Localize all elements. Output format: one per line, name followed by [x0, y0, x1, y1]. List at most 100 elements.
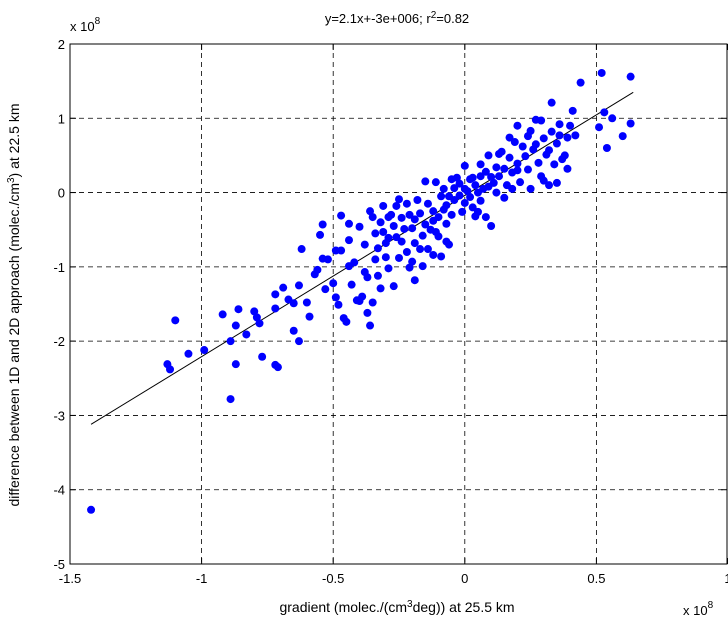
data-point	[395, 253, 403, 262]
data-point	[395, 195, 403, 204]
data-point	[389, 282, 398, 291]
data-point	[500, 193, 509, 202]
x-axis-multiplier: x 108	[683, 600, 714, 618]
data-point	[366, 207, 375, 216]
data-point	[392, 201, 401, 210]
data-point	[523, 132, 532, 141]
data-point	[563, 133, 572, 142]
data-point	[373, 244, 382, 253]
data-point	[405, 210, 414, 219]
data-point	[481, 213, 490, 222]
data-point	[547, 127, 556, 136]
data-point	[468, 173, 477, 182]
data-point	[505, 133, 514, 142]
data-point	[495, 149, 504, 158]
data-point	[545, 181, 554, 190]
data-point	[555, 131, 564, 140]
y-axis-multiplier: x 108	[70, 16, 101, 34]
data-point	[358, 292, 367, 301]
data-point	[384, 233, 393, 242]
data-point	[484, 151, 493, 160]
data-points	[87, 68, 635, 514]
data-point	[608, 114, 617, 123]
data-point	[473, 207, 482, 216]
data-point	[402, 199, 411, 208]
data-point	[371, 255, 380, 264]
x-tick-label: -1	[196, 571, 208, 586]
data-point	[571, 131, 580, 140]
grid-lines	[70, 44, 727, 564]
data-point	[360, 268, 369, 277]
data-point	[534, 158, 543, 167]
data-point	[416, 245, 425, 254]
data-point	[376, 284, 385, 293]
data-point	[423, 199, 432, 208]
plot-area-frame	[69, 43, 728, 565]
data-point	[397, 237, 406, 246]
data-point	[389, 222, 398, 230]
data-point	[513, 121, 522, 130]
data-point	[350, 258, 359, 267]
data-point	[568, 106, 577, 115]
data-point	[455, 179, 464, 188]
data-point	[508, 184, 517, 193]
chart-title: y=2.1x+-3e+006; r2=0.82	[325, 10, 469, 26]
data-point	[166, 365, 175, 374]
data-point	[271, 304, 280, 313]
data-point	[560, 151, 569, 160]
x-axis-label: gradient (molec./(cm3deg)) at 25.5 km	[279, 599, 514, 615]
data-point	[289, 299, 298, 308]
data-point	[545, 146, 554, 155]
data-point	[410, 239, 419, 248]
data-point	[539, 176, 548, 185]
data-point	[323, 255, 332, 264]
data-point	[566, 121, 575, 130]
data-point	[547, 98, 556, 107]
data-point	[513, 166, 522, 175]
data-point	[371, 229, 380, 238]
y-tick-label: -1	[53, 260, 65, 275]
data-point	[523, 165, 532, 174]
data-point	[602, 144, 611, 152]
data-point	[344, 219, 353, 228]
data-point	[226, 395, 235, 404]
data-point	[313, 265, 322, 274]
data-point	[550, 160, 559, 169]
data-point	[379, 201, 388, 210]
data-point	[429, 250, 438, 259]
data-point	[466, 193, 475, 202]
data-point	[413, 196, 422, 204]
data-point	[418, 231, 427, 240]
data-point	[423, 245, 432, 254]
data-point	[379, 227, 388, 236]
data-point	[552, 139, 561, 148]
data-point	[305, 312, 314, 321]
data-point	[450, 196, 459, 204]
x-tick-label: -1.5	[59, 571, 81, 586]
data-point	[218, 310, 227, 319]
data-point	[273, 363, 282, 372]
axis-ticks	[69, 43, 728, 565]
data-point	[294, 281, 303, 290]
data-point	[626, 72, 635, 81]
data-point	[460, 161, 469, 170]
data-point	[495, 172, 504, 181]
y-tick-label: -3	[53, 408, 65, 423]
data-point	[518, 142, 527, 151]
data-point	[437, 192, 446, 201]
y-tick-label: -2	[53, 334, 65, 349]
data-point	[400, 224, 409, 233]
y-tick-label: 0	[58, 186, 65, 201]
data-point	[563, 164, 572, 173]
data-point	[242, 330, 251, 339]
data-point	[510, 138, 519, 147]
data-point	[231, 321, 240, 330]
data-point	[234, 305, 243, 314]
data-point	[329, 279, 338, 288]
data-point	[476, 160, 485, 169]
data-point	[481, 167, 490, 176]
data-point	[397, 213, 406, 222]
y-tick-label: 2	[58, 37, 65, 52]
